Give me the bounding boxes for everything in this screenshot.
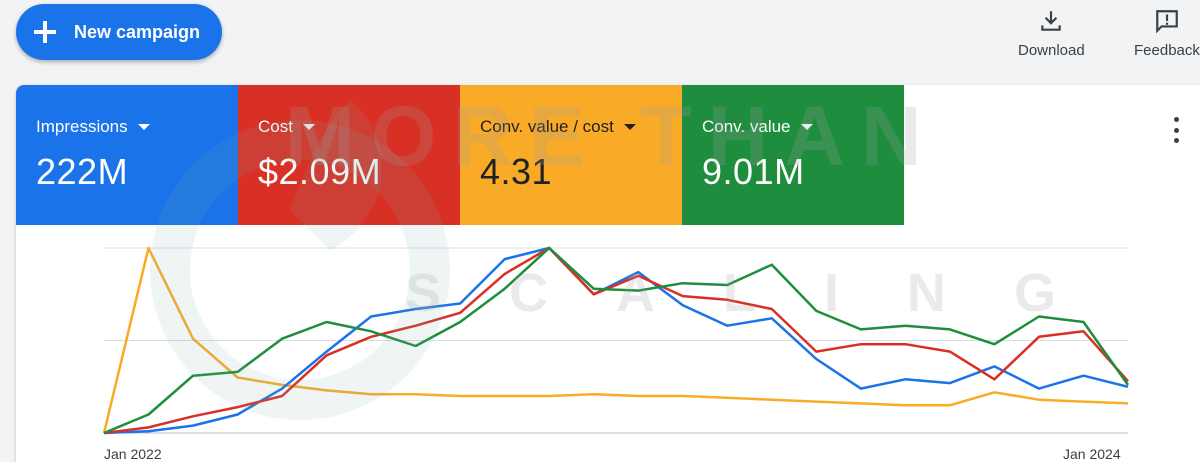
plus-icon: [34, 21, 56, 43]
series-line-cost: [103, 246, 1129, 435]
download-label: Download: [1018, 42, 1085, 59]
metric-value: 4.31: [480, 151, 553, 192]
metric-label: Conv. value / cost: [480, 117, 614, 136]
more-options-icon[interactable]: [1168, 117, 1184, 143]
metric-tiles: Impressions 222M Cost $2.09M Conv. value…: [16, 85, 1200, 225]
metric-tile-impressions[interactable]: Impressions 222M: [16, 85, 238, 225]
metric-label: Conv. value: [702, 117, 791, 136]
series-line-conv-value: [103, 246, 1130, 435]
metric-value: $2.09M: [258, 151, 382, 192]
metric-label: Impressions: [36, 117, 128, 136]
metric-label: Cost: [258, 117, 293, 136]
new-campaign-button[interactable]: New campaign: [16, 4, 222, 60]
caret-down-icon: [137, 124, 150, 130]
download-icon: [1041, 11, 1062, 31]
x-tick-label: Jan 2024: [1063, 446, 1121, 462]
metric-tile-cost[interactable]: Cost $2.09M: [238, 85, 460, 225]
metric-tile-conv-value-cost[interactable]: Conv. value / cost 4.31: [460, 85, 682, 225]
metric-tile-conv-value[interactable]: Conv. value 9.01M: [682, 85, 904, 225]
feedback-icon: [1156, 10, 1178, 34]
series-line-conv-value-cost: [102, 246, 1129, 434]
performance-chart: [102, 246, 1130, 435]
x-tick-label: Jan 2022: [104, 446, 162, 462]
caret-down-icon: [623, 124, 636, 130]
metric-value: 222M: [36, 151, 129, 192]
download-button[interactable]: Download: [1018, 8, 1085, 59]
series-line-impressions: [103, 246, 1129, 435]
caret-down-icon: [302, 124, 315, 130]
metric-value: 9.01M: [702, 151, 805, 192]
new-campaign-label: New campaign: [74, 21, 201, 42]
feedback-label: Feedback: [1134, 42, 1200, 59]
caret-down-icon: [800, 124, 813, 130]
feedback-button[interactable]: Feedback: [1134, 8, 1200, 59]
performance-card: Impressions 222M Cost $2.09M Conv. value…: [16, 85, 1200, 462]
